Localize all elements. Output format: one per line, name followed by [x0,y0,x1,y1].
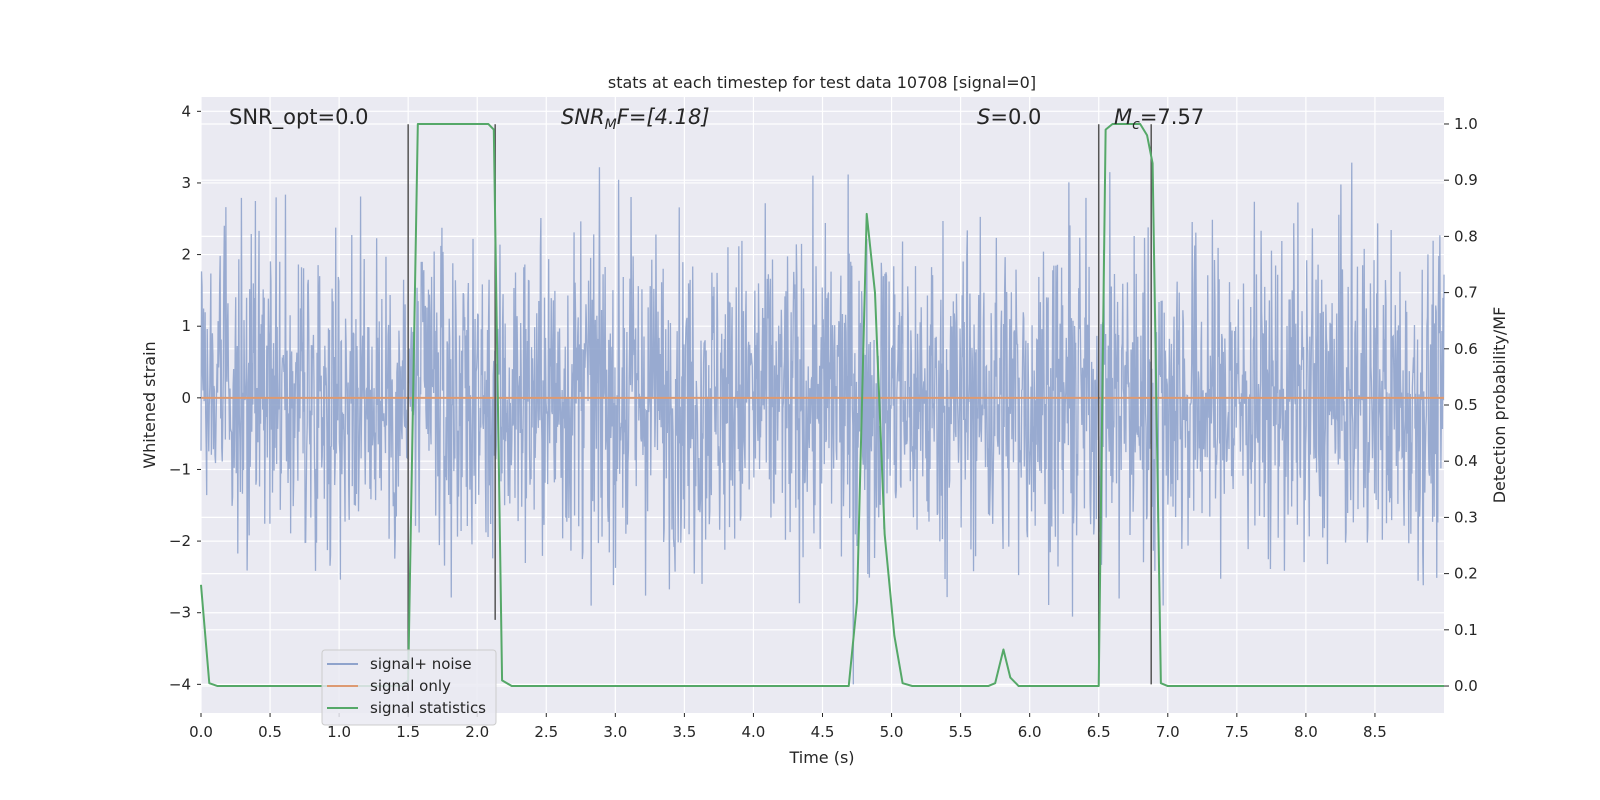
mc-tail: =7.57 [1140,105,1204,129]
legend-label-signal-noise: signal+ noise [370,655,472,673]
y2-tick-label: 0.2 [1454,565,1478,583]
x-tick-label: 0.0 [189,723,213,741]
x-tick-label: 8.0 [1294,723,1318,741]
y-tick-label: −4 [169,675,191,693]
snr-mf-main: SNR [561,105,605,129]
y2-axis-label: Detection probability/MF [1490,307,1509,504]
y2-tick-label: 0.8 [1454,227,1478,245]
snr-opt-annotation: SNR_opt=0.0 [229,105,369,130]
s-annotation: S=0.0 [977,105,1041,129]
y2-tick-label: 0.5 [1454,396,1478,414]
y-tick-label: 1 [181,317,191,335]
x-tick-label: 7.0 [1156,723,1180,741]
y-tick-label: −3 [169,604,191,622]
signal-statistics-series [200,122,1444,688]
signal-statistics-line [200,122,1444,688]
x-tick-label: 5.5 [949,723,973,741]
x-tick-label: 2.5 [534,723,558,741]
s-tail: =0.0 [990,105,1041,129]
s-main: S [977,105,990,129]
x-tick-label: 4.5 [811,723,835,741]
x-tick-label: 4.0 [742,723,766,741]
y2-tick-label: 1.0 [1454,115,1478,133]
y-tick-label: 0 [181,389,191,407]
y-tick-label: −1 [169,460,191,478]
x-tick-label: 2.0 [465,723,489,741]
x-tick-label: 1.5 [396,723,420,741]
y-tick-label: 4 [181,102,191,120]
x-tick-label: 3.0 [603,723,627,741]
x-tick-label: 8.5 [1363,723,1387,741]
x-tick-label: 7.5 [1225,723,1249,741]
y-tick-label: 2 [181,246,191,264]
snr-mf-annotation: SNRMF=[4.18] [561,105,710,133]
x-tick-label: 3.5 [672,723,696,741]
chart-title: stats at each timestep for test data 107… [608,73,1036,92]
y-axis-label: Whitened strain [140,341,159,468]
legend-box [321,649,497,726]
legend-label-signal-statistics: signal statistics [370,699,486,717]
legend: signal+ noise signal only signal statist… [321,649,497,726]
legend-label-signal-only: signal only [370,677,451,695]
x-tick-label: 0.5 [258,723,282,741]
y2-tick-label: 0.4 [1454,452,1478,470]
snr-mf-tail: F=[4.18] [617,105,710,129]
y2-tick-label: 0.9 [1454,171,1478,189]
mc-annotation: Mc=7.57 [1114,105,1204,133]
x-tick-label: 1.0 [327,723,351,741]
y2-tick-label: 0.6 [1454,340,1478,358]
x-tick-label: 6.5 [1087,723,1111,741]
y2-tick-label: 0.0 [1454,677,1478,695]
y2-tick-label: 0.1 [1454,621,1478,639]
x-tick-label: 6.0 [1018,723,1042,741]
y2-tick-label: 0.3 [1454,508,1478,526]
vertical-marker-lines [407,124,1152,685]
x-axis-label: Time (s) [788,748,854,767]
y-tick-label: 3 [181,174,191,192]
x-tick-label: 5.0 [880,723,904,741]
mc-main: M [1114,105,1132,129]
y-tick-label: −2 [169,532,191,550]
y2-tick-label: 0.7 [1454,284,1478,302]
tick-labels: 0.0 0.5 1.0 1.5 2.0 2.5 3.0 3.5 4.0 4.5 5.0 5.5 6.0 6… [169,102,1478,741]
snr-mf-sub: M [605,117,617,133]
mc-sub: c [1132,117,1140,133]
